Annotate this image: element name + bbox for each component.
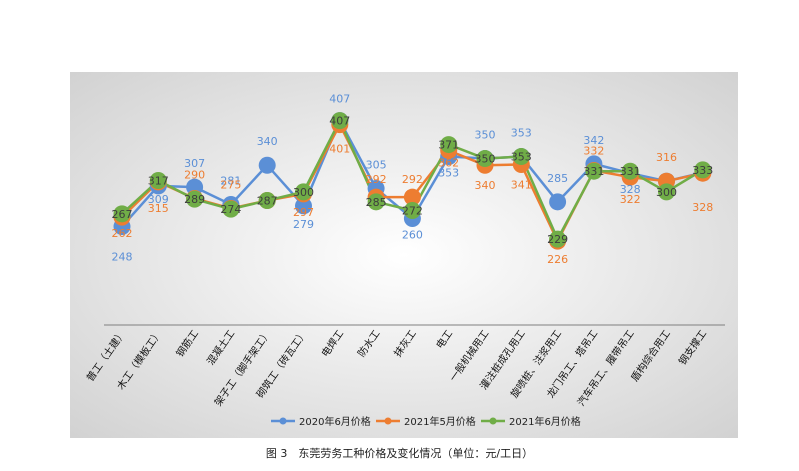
data-label-s0-8: 260: [402, 228, 423, 241]
marker-s2-11: [512, 148, 530, 166]
legend-marker-0: [279, 417, 287, 425]
data-label-s0-13: 342: [583, 134, 604, 147]
legend-marker-2: [489, 417, 497, 425]
marker-s2-5: [295, 183, 312, 201]
legend-label-2: 2021年6月价格: [509, 415, 581, 428]
data-label-s2-8: 272: [402, 204, 423, 217]
data-label-s2-2: 289: [184, 193, 205, 206]
data-label-s2-6: 407: [329, 115, 350, 128]
marker-s2-14: [621, 162, 639, 180]
series-markers: [113, 112, 712, 250]
data-label-s0-12: 285: [547, 172, 568, 185]
data-label-s2-4: 287: [257, 194, 278, 207]
data-label-s1-14: 322: [620, 193, 641, 206]
data-label-s1-10: 340: [475, 179, 496, 192]
data-label-s2-0: 267: [112, 208, 133, 221]
data-label-s0-9: 353: [438, 167, 459, 180]
figure-caption: 图 3 东莞劳务工种价格及变化情况（单位：元/工日）: [265, 447, 534, 460]
data-label-s1-16: 328: [692, 201, 713, 214]
data-label-s1-7: 292: [366, 173, 387, 186]
data-label-s2-3: 274: [220, 203, 241, 216]
marker-s0-12: [549, 193, 567, 211]
marker-s2-15: [658, 183, 675, 201]
data-label-s0-14: 328: [620, 183, 641, 196]
marker-s2-2: [186, 190, 204, 208]
data-label-s1-5: 297: [293, 206, 314, 219]
data-label-s0-6: 407: [329, 93, 350, 106]
data-label-s0-7: 305: [366, 159, 387, 172]
data-label-s1-8: 292: [402, 173, 423, 186]
data-label-s0-4: 340: [257, 135, 278, 148]
data-label-s1-11: 341: [511, 179, 532, 192]
data-label-s2-5: 300: [293, 186, 314, 199]
data-label-s1-13: 332: [583, 145, 604, 158]
data-label-s0-5: 279: [293, 218, 314, 231]
data-label-s2-11: 353: [511, 151, 532, 164]
marker-s2-12: [549, 230, 567, 248]
legend-label-1: 2021年5月价格: [404, 415, 476, 428]
data-label-s1-15: 316: [656, 151, 677, 164]
legend-label-0: 2020年6月价格: [299, 415, 371, 428]
data-label-s1-9: 362: [438, 157, 459, 170]
data-label-s1-12: 226: [547, 253, 568, 266]
data-label-s2-10: 350: [475, 153, 496, 166]
data-label-s2-12: 229: [547, 233, 568, 246]
data-label-s1-2: 290: [184, 169, 205, 182]
data-labels: 248 309 307 281 340 279 407 305 260 353 350 353 285 3…: [112, 93, 714, 267]
data-label-s0-11: 353: [511, 127, 532, 140]
marker-s1-8: [403, 188, 421, 206]
data-label-s0-2: 307: [184, 157, 205, 170]
data-label-s2-14: 331: [620, 165, 641, 178]
marker-s2-7: [367, 193, 385, 211]
data-label-s2-16: 333: [692, 164, 713, 177]
data-label-s1-0: 262: [112, 227, 133, 240]
data-label-s1-1: 315: [148, 202, 169, 215]
marker-s2-1: [149, 172, 167, 190]
marker-s2-4: [258, 191, 276, 209]
data-label-s2-13: 331: [583, 165, 604, 178]
data-label-s1-6: 401: [329, 143, 350, 156]
data-label-s2-15: 300: [656, 186, 677, 199]
marker-s2-9: [440, 136, 458, 154]
marker-s2-3: [222, 200, 240, 218]
marker-s2-8: [403, 201, 421, 219]
plot-background: [70, 72, 738, 438]
marker-s2-6: [331, 112, 349, 130]
marker-s0-5: [295, 197, 312, 215]
data-label-s1-3: 275: [220, 178, 241, 191]
legend: 2020年6月价格 2021年5月价格 2021年6月价格: [271, 415, 581, 428]
marker-s2-16: [694, 161, 712, 179]
data-label-s2-1: 317: [148, 175, 169, 188]
marker-s2-0: [113, 205, 131, 223]
legend-marker-1: [384, 417, 392, 425]
data-label-s0-1: 309: [148, 193, 169, 206]
data-label-s0-10: 350: [475, 129, 496, 142]
data-label-s0-0: 248: [112, 250, 133, 263]
data-label-s2-7: 285: [366, 196, 387, 209]
marker-s2-13: [585, 162, 603, 180]
marker-s0-4: [258, 156, 276, 174]
marker-s2-10: [476, 150, 494, 168]
data-label-s2-9: 371: [438, 139, 459, 152]
data-label-s0-3: 281: [220, 174, 241, 187]
